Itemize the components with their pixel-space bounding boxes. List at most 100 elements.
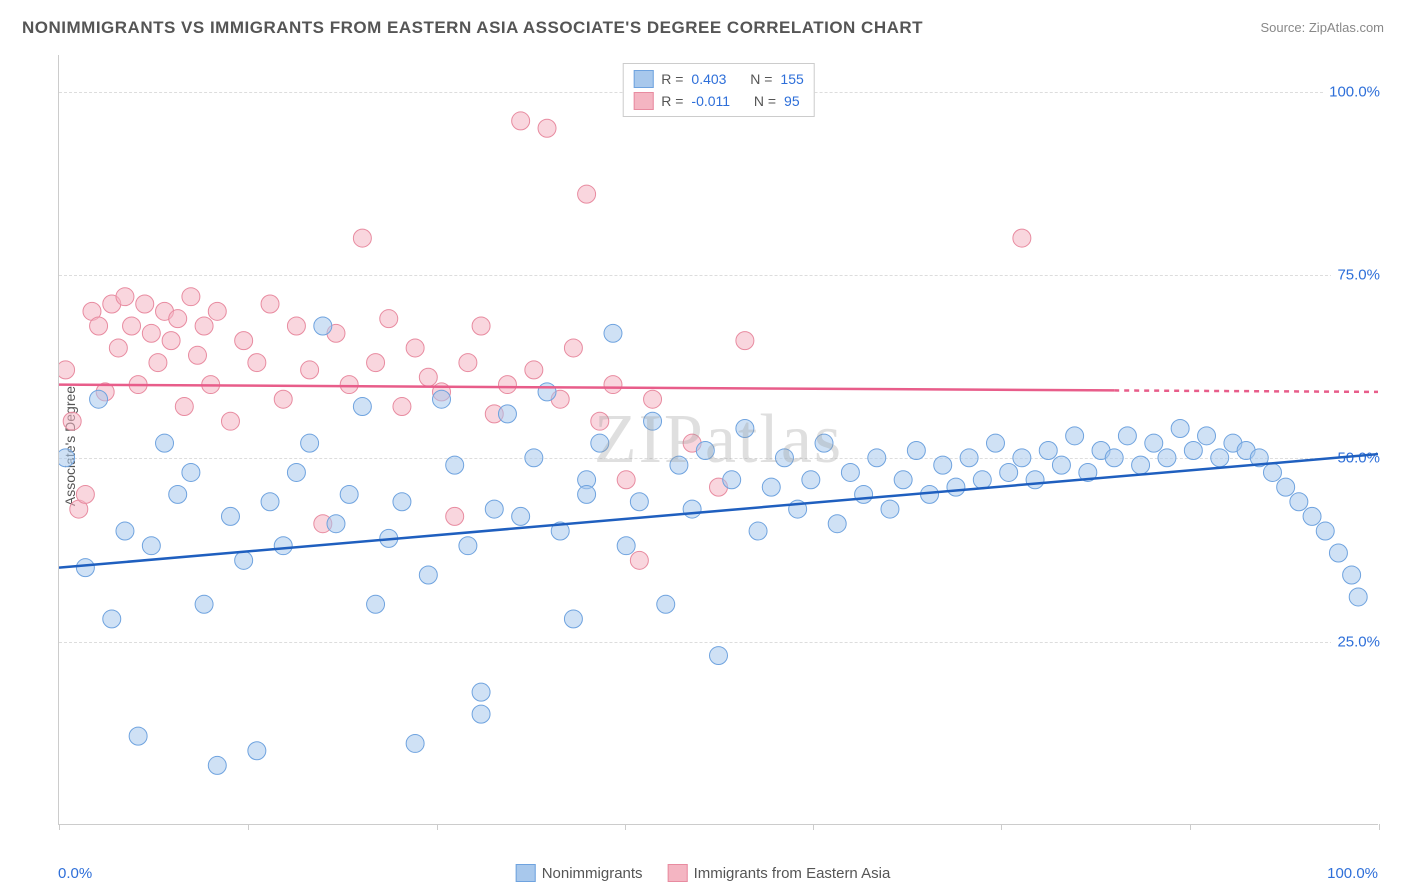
scatter-point (129, 727, 147, 745)
scatter-point (301, 434, 319, 452)
scatter-point (314, 317, 332, 335)
scatter-point (538, 383, 556, 401)
scatter-point (63, 412, 81, 430)
legend-swatch-pink-bottom (668, 864, 688, 882)
scatter-point (301, 361, 319, 379)
scatter-point (828, 515, 846, 533)
legend-bottom-series1: Nonimmigrants (516, 864, 643, 882)
scatter-point (749, 522, 767, 540)
trend-line (1114, 390, 1378, 391)
scatter-point (617, 471, 635, 489)
scatter-point (221, 412, 239, 430)
scatter-point (459, 537, 477, 555)
scatter-point (934, 456, 952, 474)
scatter-point (353, 229, 371, 247)
xtick (625, 824, 626, 830)
scatter-point (802, 471, 820, 489)
scatter-point (235, 332, 253, 350)
scatter-point (76, 559, 94, 577)
scatter-point (564, 610, 582, 628)
scatter-point (617, 537, 635, 555)
scatter-point (221, 507, 239, 525)
scatter-point (1303, 507, 1321, 525)
scatter-point (696, 441, 714, 459)
scatter-point (498, 376, 516, 394)
legend-correlation-box: R = 0.403 N = 155 R = -0.011 N = 95 (622, 63, 815, 117)
scatter-point (393, 398, 411, 416)
scatter-point (287, 317, 305, 335)
scatter-point (433, 390, 451, 408)
scatter-point (123, 317, 141, 335)
scatter-point (274, 390, 292, 408)
xtick (1379, 824, 1380, 830)
scatter-point (1105, 449, 1123, 467)
xaxis-max-label: 100.0% (1327, 865, 1378, 882)
scatter-point (604, 324, 622, 342)
scatter-point (644, 412, 662, 430)
scatter-point (1039, 441, 1057, 459)
scatter-point (327, 515, 345, 533)
scatter-point (90, 317, 108, 335)
scatter-point (287, 463, 305, 481)
scatter-point (169, 310, 187, 328)
scatter-point (630, 493, 648, 511)
scatter-point (393, 493, 411, 511)
chart-svg (59, 55, 1378, 824)
scatter-point (710, 647, 728, 665)
scatter-point (868, 449, 886, 467)
legend-bottom-series2: Immigrants from Eastern Asia (668, 864, 891, 882)
scatter-point (960, 449, 978, 467)
scatter-point (103, 610, 121, 628)
scatter-point (59, 449, 75, 467)
scatter-point (907, 441, 925, 459)
scatter-point (472, 683, 490, 701)
scatter-point (973, 471, 991, 489)
scatter-point (881, 500, 899, 518)
scatter-point (986, 434, 1004, 452)
scatter-point (1013, 229, 1031, 247)
scatter-point (59, 361, 75, 379)
scatter-point (1026, 471, 1044, 489)
scatter-point (182, 463, 200, 481)
plot-area: ZIPatlas 25.0%50.0%75.0%100.0% R = 0.403… (58, 55, 1378, 825)
scatter-point (248, 742, 266, 760)
scatter-point (1118, 427, 1136, 445)
scatter-point (525, 449, 543, 467)
scatter-point (1132, 456, 1150, 474)
scatter-point (446, 456, 464, 474)
chart-title: NONIMMIGRANTS VS IMMIGRANTS FROM EASTERN… (22, 18, 923, 38)
scatter-point (90, 390, 108, 408)
scatter-point (208, 756, 226, 774)
scatter-point (1316, 522, 1334, 540)
scatter-point (419, 566, 437, 584)
xtick (437, 824, 438, 830)
scatter-point (485, 500, 503, 518)
scatter-point (472, 705, 490, 723)
scatter-point (1349, 588, 1367, 606)
scatter-point (1013, 449, 1031, 467)
scatter-point (419, 368, 437, 386)
legend-N-label-2: N = (754, 90, 776, 112)
scatter-point (109, 339, 127, 357)
trend-line (59, 454, 1378, 568)
scatter-point (1000, 463, 1018, 481)
scatter-point (459, 354, 477, 372)
scatter-point (156, 434, 174, 452)
scatter-point (142, 324, 160, 342)
scatter-point (175, 398, 193, 416)
chart-source: Source: ZipAtlas.com (1260, 20, 1384, 35)
scatter-point (762, 478, 780, 496)
scatter-point (947, 478, 965, 496)
scatter-point (380, 310, 398, 328)
scatter-point (630, 551, 648, 569)
legend-R-value-1: 0.403 (691, 68, 726, 90)
scatter-point (116, 522, 134, 540)
xtick (1190, 824, 1191, 830)
scatter-point (248, 354, 266, 372)
scatter-point (142, 537, 160, 555)
scatter-point (1171, 420, 1189, 438)
scatter-point (525, 361, 543, 379)
legend-swatch-blue (633, 70, 653, 88)
scatter-point (195, 595, 213, 613)
scatter-point (76, 485, 94, 503)
